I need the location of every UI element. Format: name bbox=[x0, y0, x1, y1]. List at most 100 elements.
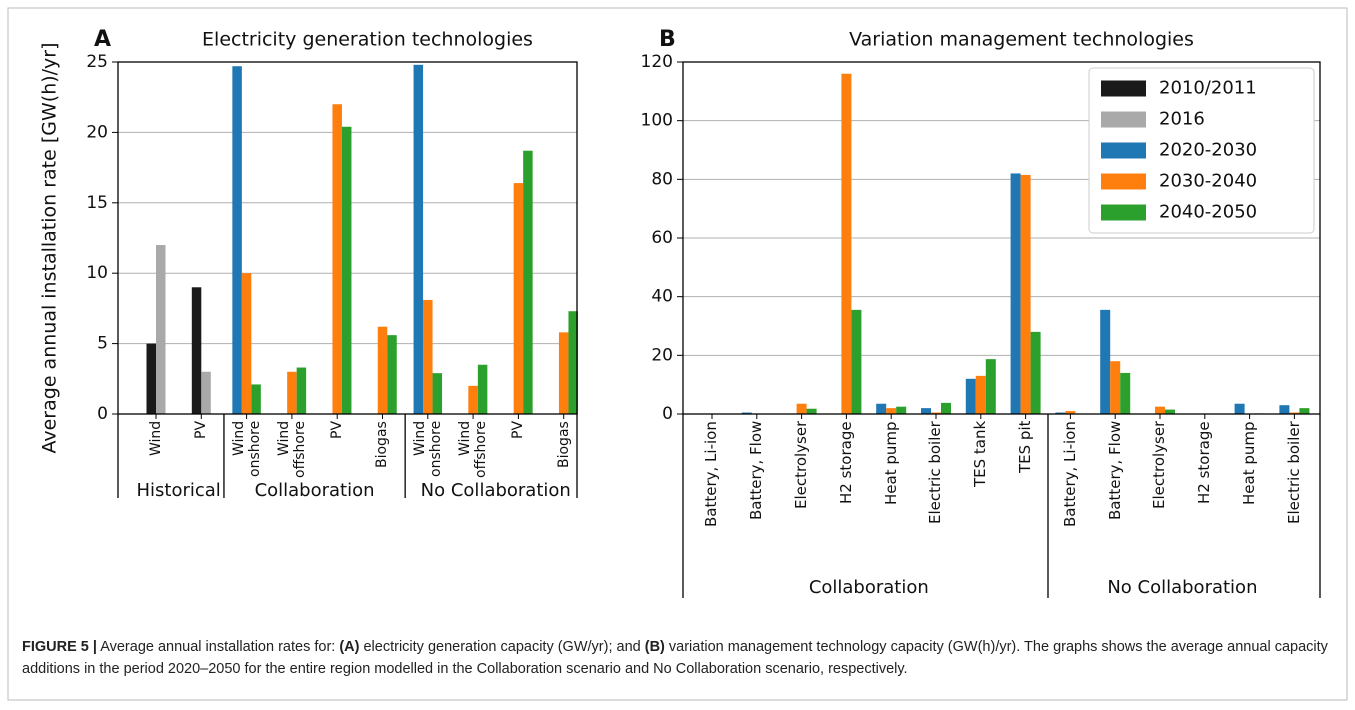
caption-text: variation management technology capacity… bbox=[22, 639, 1332, 677]
bar bbox=[1279, 405, 1290, 414]
bar bbox=[477, 364, 488, 414]
legend-label: 2030-2040 bbox=[1159, 171, 1257, 192]
bar bbox=[287, 371, 297, 414]
bar bbox=[1010, 173, 1021, 414]
bar bbox=[1100, 309, 1111, 414]
legend-box bbox=[1088, 67, 1315, 234]
y-tick-label: 25 bbox=[86, 52, 108, 72]
y-tick-label: 20 bbox=[86, 122, 108, 142]
bar bbox=[1030, 331, 1041, 414]
x-tick-label: PV bbox=[193, 421, 210, 440]
x-tick-label: Electric boiler bbox=[1284, 421, 1303, 524]
group-label: No Collaboration bbox=[421, 480, 571, 501]
bar bbox=[975, 375, 986, 414]
bar bbox=[387, 335, 397, 414]
bar bbox=[741, 412, 752, 414]
legend-swatch bbox=[1101, 204, 1146, 221]
bar bbox=[896, 406, 907, 414]
x-tick-label: H2 storage bbox=[836, 421, 855, 504]
x-tick-label: PV bbox=[510, 421, 527, 440]
bar bbox=[1234, 403, 1245, 414]
x-tick-label: TES pit bbox=[1015, 421, 1034, 474]
x-tick-label: Battery, Flow bbox=[747, 421, 766, 521]
caption-text: (A) bbox=[339, 639, 360, 655]
bar bbox=[1020, 174, 1031, 414]
bar bbox=[413, 64, 424, 414]
caption-text: (B) bbox=[644, 639, 665, 655]
bar bbox=[1299, 408, 1310, 414]
x-tick-label: Wind onshore bbox=[230, 421, 263, 478]
bar bbox=[796, 403, 807, 414]
bar bbox=[251, 384, 261, 414]
legend-swatch bbox=[1101, 142, 1146, 159]
bar bbox=[931, 412, 941, 414]
y-tick-label: 20 bbox=[651, 345, 673, 365]
bar bbox=[1055, 412, 1066, 414]
bar bbox=[523, 150, 533, 415]
chart-title: Electricity generation technologies bbox=[202, 29, 533, 51]
legend-label: 2010/2011 bbox=[1159, 78, 1257, 99]
bar bbox=[432, 373, 443, 414]
x-tick-label: Biogas bbox=[555, 421, 572, 468]
group-label: Collaboration bbox=[255, 480, 375, 501]
x-tick-label: Wind offshore bbox=[457, 421, 490, 479]
y-tick-label: 100 bbox=[641, 111, 673, 131]
caption: FIGURE 5 | Average annual installation r… bbox=[22, 636, 1332, 680]
y-tick-label: 15 bbox=[86, 193, 108, 213]
panel-label: B bbox=[659, 27, 676, 52]
bar bbox=[965, 378, 976, 414]
bar bbox=[241, 273, 252, 414]
bar bbox=[985, 359, 996, 414]
bar bbox=[232, 66, 242, 414]
bar bbox=[377, 326, 388, 414]
bar bbox=[513, 183, 524, 414]
bar bbox=[146, 343, 156, 414]
x-tick-label-box: Electric boiler bbox=[1284, 421, 1303, 524]
figure-frame bbox=[7, 7, 1348, 701]
x-tick-label: Electrolyser bbox=[1150, 421, 1169, 510]
bar bbox=[191, 287, 202, 414]
y-tick-label: 80 bbox=[651, 169, 673, 189]
x-tick-label: Battery, Flow bbox=[1105, 421, 1124, 521]
x-tick-label: Electrolyser bbox=[791, 421, 810, 510]
bar bbox=[1065, 411, 1076, 414]
bar bbox=[1165, 409, 1175, 414]
x-tick-label: Wind onshore bbox=[411, 421, 444, 478]
bar bbox=[296, 367, 307, 414]
bar bbox=[841, 73, 852, 414]
caption-text: Average annual installation rates for: bbox=[96, 639, 340, 655]
x-tick-label: Electric boiler bbox=[926, 421, 945, 524]
group-label: No Collaboration bbox=[1107, 577, 1257, 598]
caption-text: FIGURE 5 | bbox=[22, 639, 97, 655]
bar bbox=[886, 408, 897, 414]
legend-label: 2016 bbox=[1159, 109, 1205, 130]
y-tick-label: 40 bbox=[651, 287, 673, 307]
x-tick-label: Heat pump bbox=[881, 421, 900, 505]
x-tick-label: Wind offshore bbox=[275, 421, 308, 479]
y-tick-label: 10 bbox=[86, 263, 108, 283]
bar bbox=[1289, 412, 1300, 414]
y-tick-label: 0 bbox=[662, 404, 673, 424]
group-label: Historical bbox=[136, 480, 220, 501]
bar bbox=[468, 385, 478, 414]
y-tick-label: 120 bbox=[641, 52, 673, 72]
bar bbox=[201, 371, 211, 414]
bar bbox=[568, 311, 578, 414]
x-tick-label: PV bbox=[329, 421, 346, 440]
x-tick-label: TES tank bbox=[971, 421, 990, 488]
chart-title: Variation management technologies bbox=[849, 29, 1194, 51]
y-tick-label: 60 bbox=[651, 228, 673, 248]
bar bbox=[851, 309, 862, 414]
bar bbox=[1155, 406, 1165, 414]
plot-frame bbox=[117, 61, 578, 415]
bar bbox=[156, 245, 166, 414]
bar bbox=[941, 402, 951, 414]
plot-frame bbox=[682, 61, 1321, 415]
bar bbox=[921, 408, 931, 414]
bar bbox=[806, 408, 817, 414]
x-tick-label: Battery, Li-ion bbox=[1060, 421, 1079, 527]
y-tick-label: 5 bbox=[97, 334, 108, 354]
legend-label: 2040-2050 bbox=[1159, 202, 1257, 223]
bar bbox=[1110, 361, 1121, 414]
